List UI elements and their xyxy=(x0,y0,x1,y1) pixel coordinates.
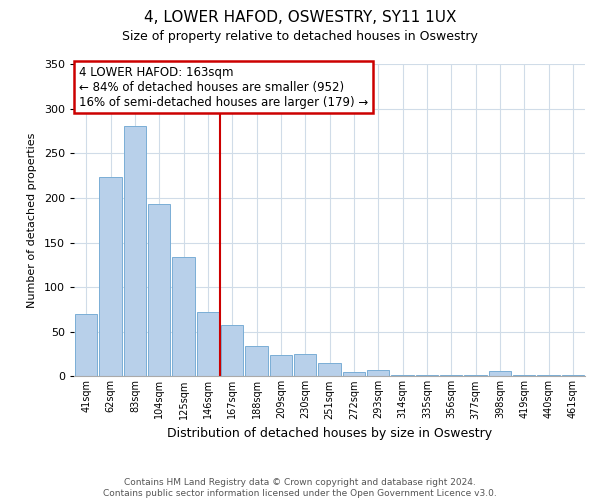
Bar xyxy=(197,312,219,376)
Bar xyxy=(172,257,195,376)
Text: Contains HM Land Registry data © Crown copyright and database right 2024.
Contai: Contains HM Land Registry data © Crown c… xyxy=(103,478,497,498)
Bar xyxy=(367,370,389,376)
Bar xyxy=(75,314,97,376)
Bar xyxy=(270,355,292,376)
Bar xyxy=(319,363,341,376)
Bar xyxy=(488,371,511,376)
Y-axis label: Number of detached properties: Number of detached properties xyxy=(27,132,37,308)
Bar xyxy=(124,126,146,376)
Text: 4, LOWER HAFOD, OSWESTRY, SY11 1UX: 4, LOWER HAFOD, OSWESTRY, SY11 1UX xyxy=(144,10,456,25)
X-axis label: Distribution of detached houses by size in Oswestry: Distribution of detached houses by size … xyxy=(167,427,492,440)
Bar xyxy=(343,372,365,376)
Bar xyxy=(221,324,244,376)
Bar xyxy=(245,346,268,376)
Bar xyxy=(100,178,122,376)
Bar xyxy=(294,354,316,376)
Bar xyxy=(148,204,170,376)
Text: Size of property relative to detached houses in Oswestry: Size of property relative to detached ho… xyxy=(122,30,478,43)
Text: 4 LOWER HAFOD: 163sqm
← 84% of detached houses are smaller (952)
16% of semi-det: 4 LOWER HAFOD: 163sqm ← 84% of detached … xyxy=(79,66,368,108)
